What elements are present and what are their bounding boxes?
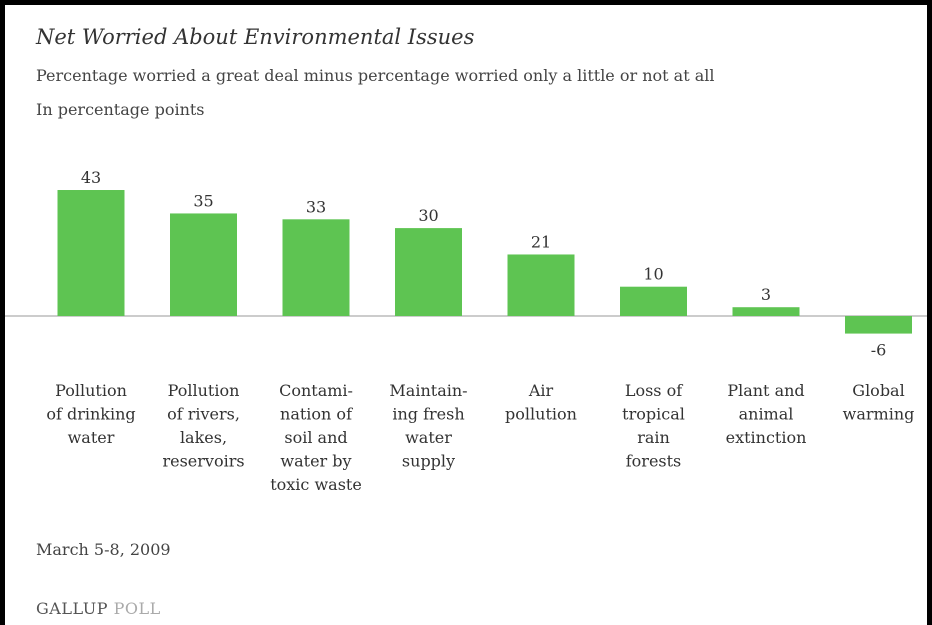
category-label-1: Pollution of rivers, lakes, reservoirs (162, 381, 244, 471)
category-label-6: Plant and animal extinction (726, 381, 807, 447)
bar-4 (507, 254, 575, 316)
chart-subtitle: Percentage worried a great deal minus pe… (36, 66, 715, 85)
gallup-poll-logo: GALLUP POLL (36, 599, 161, 618)
category-label-2: Contami-nation of soil and water by toxic w… (270, 381, 362, 494)
value-label-6: 3 (761, 285, 771, 304)
value-label-3: 30 (418, 206, 438, 225)
bar-5 (620, 286, 687, 316)
value-label-5: 10 (643, 265, 663, 284)
category-label-5: Loss of tropical rain forests (622, 381, 685, 471)
bar-chart: 43 Pollution of drinking water 35 Pollution of… (5, 168, 927, 494)
bar-0 (57, 190, 125, 316)
value-label-0: 43 (81, 168, 101, 187)
category-label-7: Global warming (843, 381, 915, 424)
bar-7 (845, 316, 912, 334)
category-label-0: Pollution of drinking water (46, 381, 135, 447)
bar-3 (395, 228, 462, 316)
value-label-7: -6 (871, 341, 887, 360)
bar-6 (732, 307, 800, 316)
value-label-2: 33 (306, 197, 326, 216)
logo-word-poll: POLL (113, 599, 161, 618)
survey-date: March 5-8, 2009 (36, 540, 171, 559)
chart-title: Net Worried About Environmental Issues (36, 25, 475, 49)
category-label-4: Air pollution (505, 381, 577, 424)
chart-units-note: In percentage points (36, 100, 205, 119)
bar-2 (282, 219, 350, 316)
value-label-1: 35 (193, 191, 213, 210)
value-label-4: 21 (531, 232, 551, 251)
chart-panel: Net Worried About Environmental Issues P… (5, 5, 927, 625)
bar-1 (170, 213, 237, 316)
category-label-3: Maintain-ing fresh water supply (389, 381, 467, 471)
logo-word-gallup: GALLUP (36, 599, 108, 618)
